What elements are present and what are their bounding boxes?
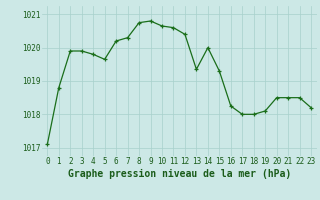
X-axis label: Graphe pression niveau de la mer (hPa): Graphe pression niveau de la mer (hPa): [68, 169, 291, 179]
